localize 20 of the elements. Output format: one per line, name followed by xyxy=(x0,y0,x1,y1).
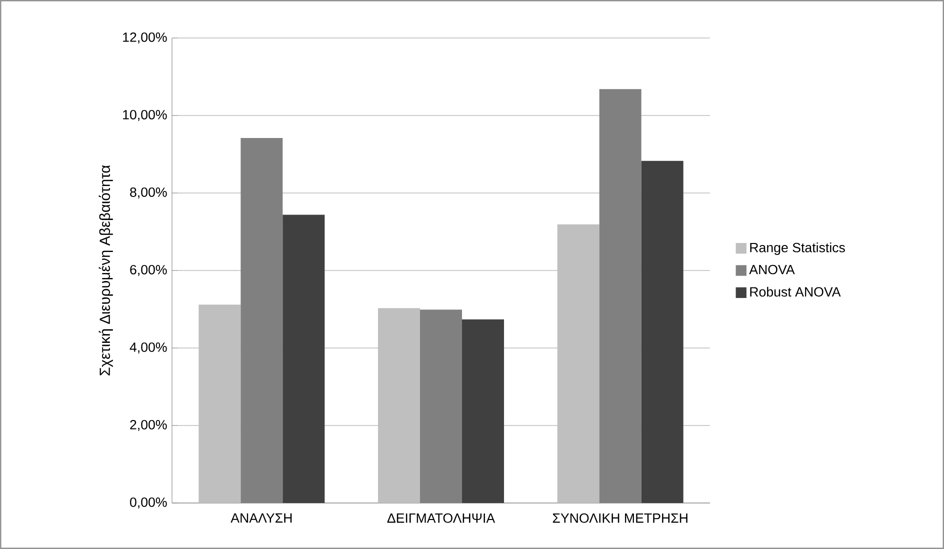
y-tick-label: 6,00% xyxy=(130,264,167,276)
legend-label: Range Statistics xyxy=(750,242,845,255)
legend-label: Robust ANOVA xyxy=(750,286,841,297)
y-tick-label: 10,00% xyxy=(123,110,167,122)
y-tick-label: 8,00% xyxy=(130,187,167,199)
y-tick-label: 0,00% xyxy=(130,497,167,509)
y-tick-label: 2,00% xyxy=(130,420,167,432)
y-axis-title: Σχετική Διευρυμένη Αβεβαιότητα xyxy=(98,165,113,376)
bar xyxy=(282,214,325,503)
bar xyxy=(557,224,600,503)
bar xyxy=(198,304,241,503)
bar xyxy=(462,319,504,503)
x-tick-label: ΑΝΑΛΥΣΗ xyxy=(230,513,292,523)
y-tick-label: 4,00% xyxy=(130,342,167,354)
x-tick-label: ΣΥΝΟΛΙΚΗ ΜΕΤΡΗΣΗ xyxy=(552,513,688,523)
x-tick-label: ΔΕΙΓΜΑΤΟΛΗΨΙΑ xyxy=(387,513,496,523)
bar xyxy=(641,160,684,503)
y-tick-label: 12,00% xyxy=(123,32,167,44)
bar xyxy=(378,308,420,503)
legend-label: ANOVA xyxy=(749,264,795,274)
